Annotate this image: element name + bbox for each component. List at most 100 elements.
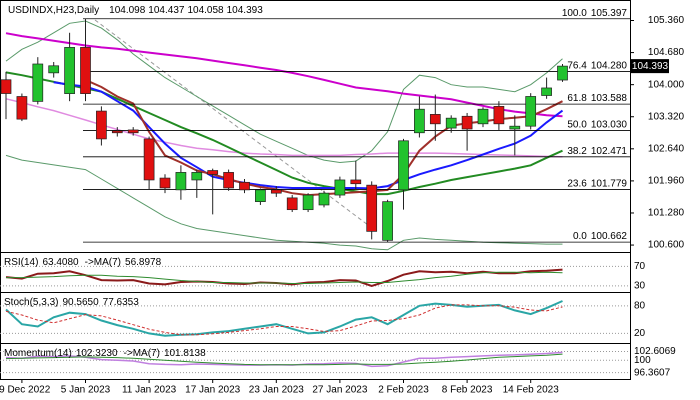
fib-price: 105.397 [591,7,628,18]
x-tick-label: 27 Jan 2023 [312,385,367,396]
x-tick-label: 8 Feb 2023 [442,385,493,396]
indicator-line [6,271,563,284]
y-tick-label: 30 [634,281,646,292]
candle-body [16,96,28,120]
x-tick-label: 23 Jan 2023 [249,385,304,396]
fib-label: 100.0 105.397 [562,7,628,18]
fib-ratio: 0.0 [573,231,587,242]
fib-price: 100.662 [591,231,628,242]
x-tick-label: 2 Feb 2023 [378,385,429,396]
candle-body [477,108,489,125]
series-name: Stoch(5,3,3) [4,297,58,308]
candle-body [32,63,44,102]
chart-title: USDINDX,H23,Daily 104.098 104.437 104.058 10… [8,5,263,16]
fib-label: 50.0 103.030 [567,119,627,130]
moving-average [5,20,563,164]
x-tick-label: 14 Feb 2023 [503,385,560,396]
y-tick-label: 80 [634,300,646,311]
fib-ratio: 61.8 [567,93,587,104]
candle-body [461,115,473,130]
candle-body [207,170,219,175]
candle-body [48,65,60,74]
fib-ratio: 76.4 [567,60,587,71]
symbol: USDINDX,H23,Daily [8,5,99,16]
y-tick-label: 20 [634,328,646,339]
y-tick-label: 100.600 [648,240,685,251]
series-current: 63.4080 [42,257,79,268]
candle-body [366,184,378,232]
x-tick-label: 29 Dec 2022 [0,385,51,396]
price-tag-label: 104.393 [632,61,669,72]
candle-body [239,181,250,191]
candle-body [127,129,139,134]
candle-body [64,47,75,94]
candle-body [175,172,187,191]
series-name: ->MA(7) [124,348,160,359]
panel-title: Stoch(5,3,3) 90.5650 77.6353 [4,297,139,308]
candle-body [159,177,171,189]
fib-price: 101.779 [591,178,628,189]
y-tick-label: 96.3607 [634,367,671,378]
moving-average [5,98,563,158]
y-tick-label: 100 [634,355,651,366]
fib-price: 102.471 [591,145,628,156]
indicator-line [5,304,563,336]
x-tick-label: 11 Jan 2023 [122,385,177,396]
fib-label: 61.8 103.588 [567,93,627,104]
series-current: 77.6353 [103,297,140,308]
y-tick-label: 103.320 [648,111,685,122]
fib-ratio: 38.2 [567,145,587,156]
y-tick-label: 102.640 [648,143,685,154]
y-tick-label: 102.6069 [634,346,676,357]
fib-label: 23.6 101.779 [567,178,627,189]
x-tick-label: 5 Jan 2023 [61,385,111,396]
moving-average [85,78,563,197]
title-bg [2,3,274,16]
panel-title: Momentum(14) 102.3230 ->MA(7) 101.8138 [4,348,206,359]
candle-body [191,172,203,181]
candle-body [445,117,457,129]
candle-body [509,125,521,130]
candle-body [286,197,298,211]
y-tick-label: 70 [634,261,646,272]
fib-label: 38.2 102.471 [567,145,627,156]
plot-frame [0,0,631,380]
fib-ratio: 100.0 [562,7,587,18]
candle-body [398,140,409,191]
candle-body [111,130,123,134]
ohlc-close: 104.393 [227,5,264,16]
series-name: ->MA(7) [85,257,121,268]
y-tick-label: 105.360 [648,15,685,26]
candle-body [255,189,266,203]
fib-price: 103.030 [591,119,628,130]
candle-body [80,47,91,94]
candle-body [0,79,12,94]
fib-label: 76.4 104.280 [567,60,627,71]
series-name: Momentum(14) [4,348,72,359]
candle-body [223,172,234,189]
price-tag [631,59,669,74]
candle-body [541,87,552,96]
indicator-line [5,353,563,366]
y-tick-label: 101.280 [648,208,685,219]
x-tick-label: 17 Jan 2023 [185,385,240,396]
fib-ratio: 50.0 [567,119,587,130]
ohlc-high: 104.437 [148,5,185,16]
candle-body [414,108,425,134]
indicator-line [5,300,563,337]
y-tick-label: 101.960 [648,176,685,187]
series-name: RSI(14) [4,257,38,268]
fib-ratio: 23.6 [567,178,587,189]
fib-price: 104.280 [591,60,628,71]
series-current: 90.5650 [62,297,99,308]
candle-body [429,114,441,125]
series-current: 101.8138 [164,348,206,359]
candle-body [334,179,346,196]
moving-average [5,154,563,251]
candle-body [96,110,107,140]
candle-body [557,65,568,81]
candle-body [270,189,282,194]
series-current: 102.3230 [76,348,118,359]
candle-body [143,138,155,181]
